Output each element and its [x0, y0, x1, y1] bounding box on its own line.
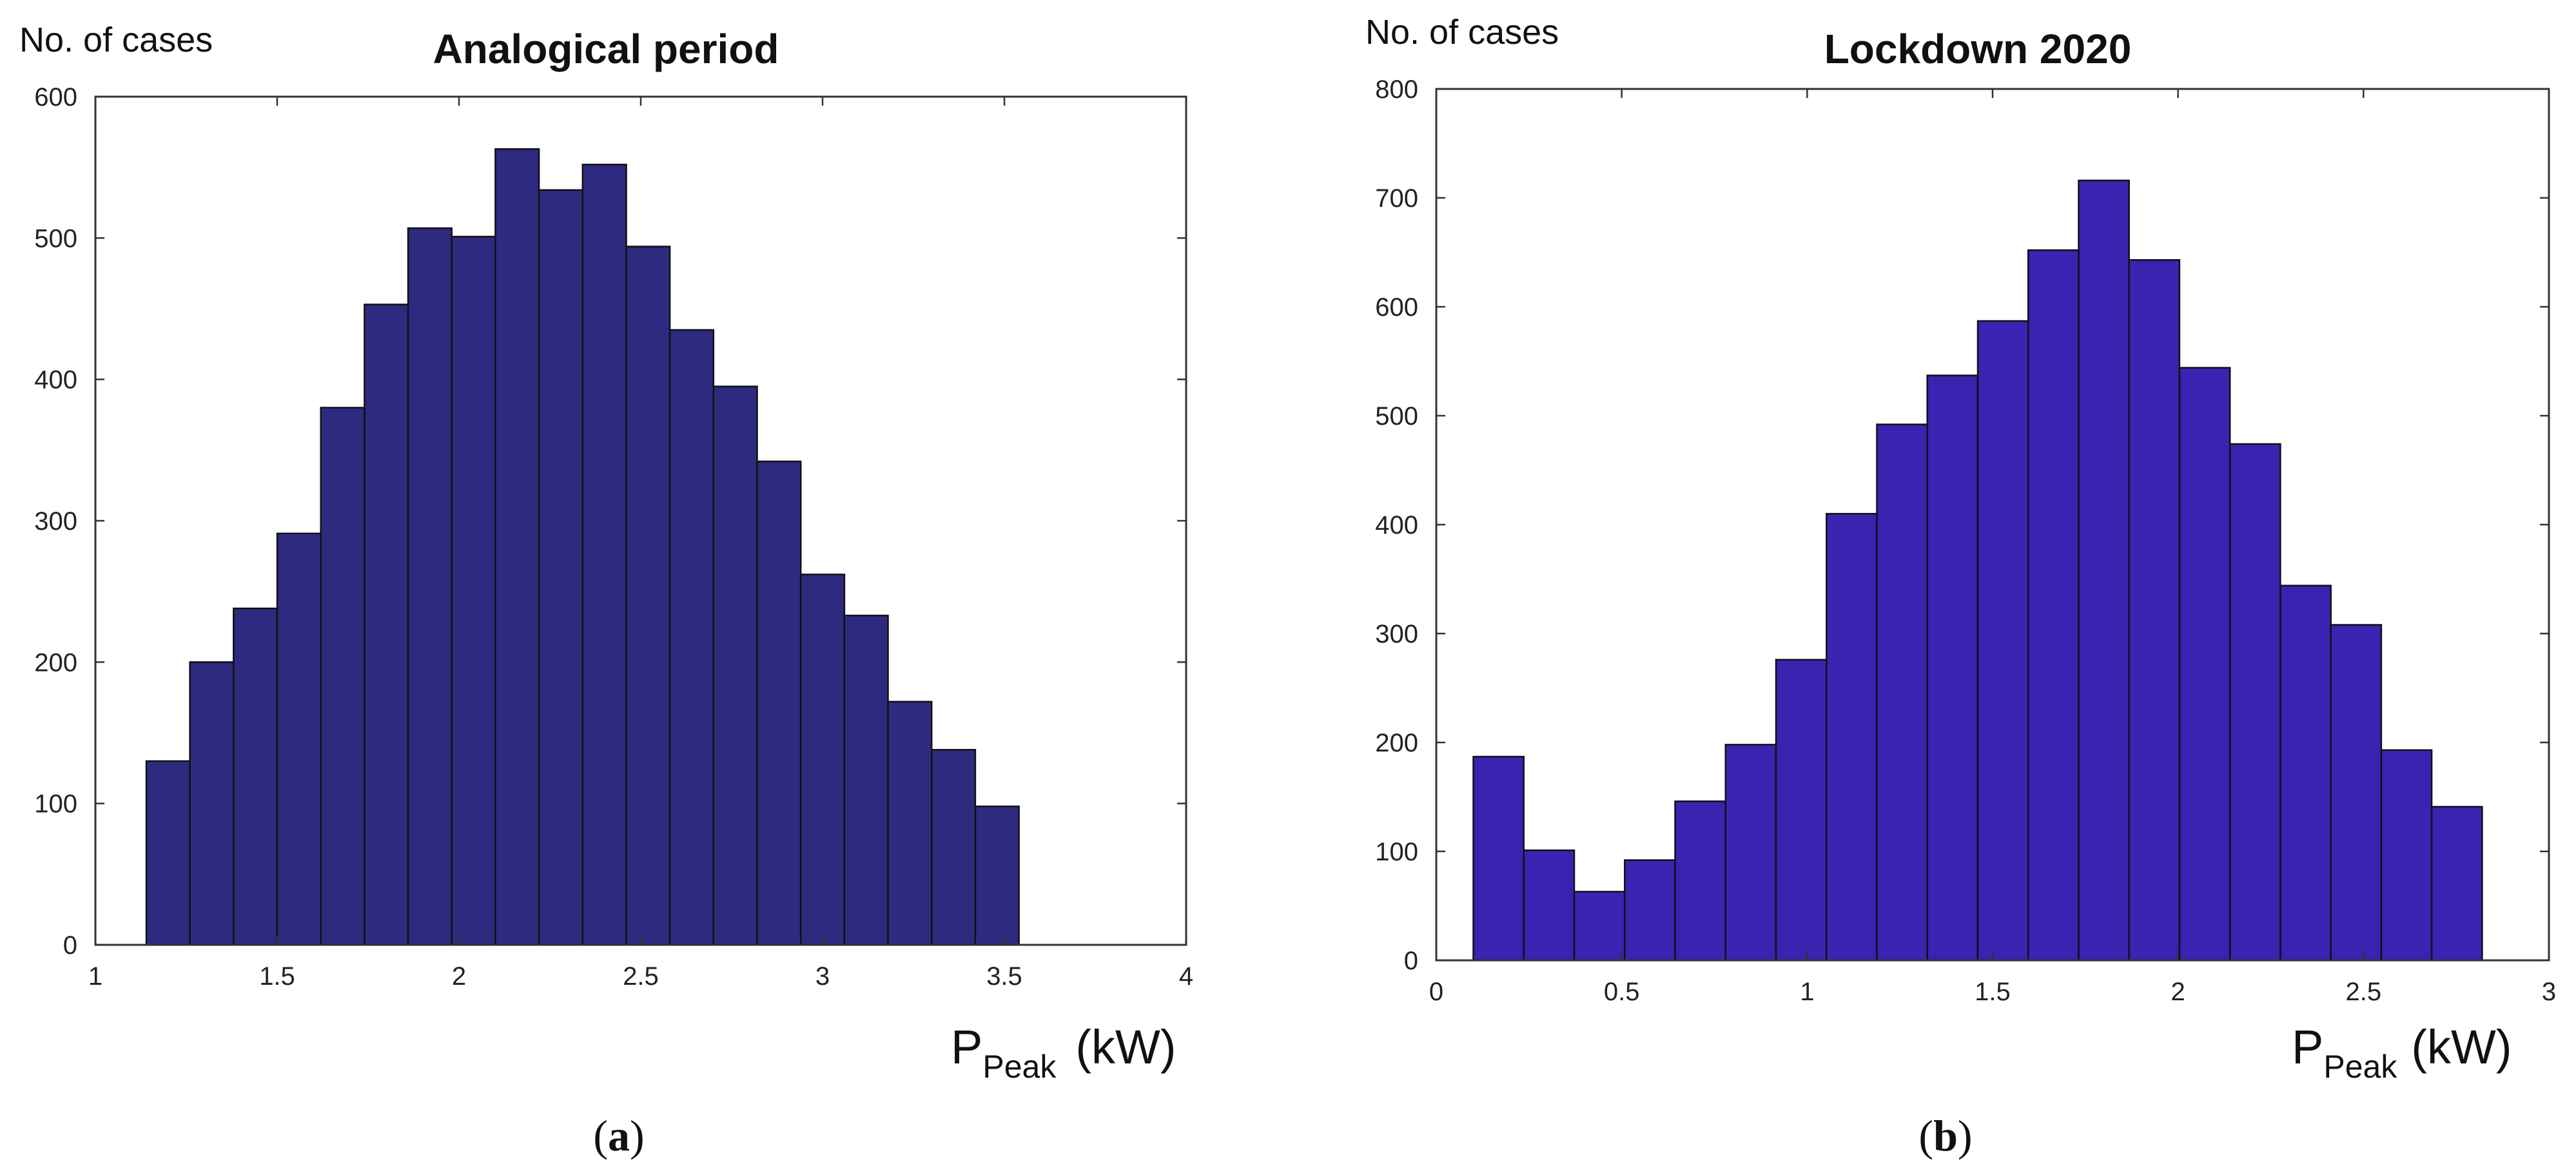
- panel-caption-a: (a): [593, 1111, 644, 1160]
- bars-group-a: [145, 148, 1020, 946]
- bar-a-20: [974, 805, 1020, 946]
- y-tick-label-a-6: 600: [34, 83, 77, 111]
- bar-a-8: [451, 235, 496, 946]
- y-tick-label-a-2: 200: [34, 648, 77, 677]
- bar-a-9: [494, 148, 540, 946]
- bar-b-16: [2229, 443, 2281, 962]
- x-tick-label-b-0: 0: [1429, 978, 1443, 1006]
- bar-b-8: [1826, 512, 1878, 962]
- bar-a-15: [756, 460, 802, 946]
- x-axis-label-sub-b: Peak: [2323, 1049, 2397, 1085]
- x-tick-label-a-1: 1.5: [259, 962, 295, 991]
- y-tick-label-b-4: 400: [1375, 511, 1418, 539]
- caption-letter-a: a: [608, 1111, 630, 1160]
- y-tick-label-a-4: 400: [34, 366, 77, 394]
- chart-title-b: Lockdown 2020: [1824, 26, 2132, 72]
- bar-a-19: [930, 749, 977, 946]
- x-tick-label-a-0: 1: [88, 962, 102, 991]
- bar-b-10: [1926, 374, 1979, 962]
- y-tick-label-a-5: 500: [34, 224, 77, 253]
- bar-a-7: [407, 227, 453, 946]
- x-axis-label-unit-b: (kW): [2411, 1020, 2512, 1074]
- bar-b-11: [1976, 320, 2029, 962]
- x-tick-label-a-6: 4: [1179, 962, 1193, 991]
- x-tick-label-a-5: 3.5: [986, 962, 1022, 991]
- x-axis-label-main-b: P: [2292, 1020, 2323, 1074]
- x-axis-label-a: PPeak (kW): [951, 1020, 1176, 1085]
- caption-letter-b: b: [1933, 1111, 1958, 1160]
- bar-a-4: [276, 532, 322, 946]
- y-tick-label-a-3: 300: [34, 507, 77, 536]
- bar-b-9: [1876, 423, 1928, 962]
- bar-a-5: [320, 407, 366, 946]
- bar-b-5: [1674, 800, 1726, 962]
- y-tick-label-b-6: 600: [1375, 293, 1418, 322]
- chart-title-a: Analogical period: [433, 26, 779, 72]
- panel-caption-b: (b): [1918, 1111, 1972, 1160]
- bar-a-2: [189, 661, 235, 946]
- x-tick-label-b-5: 2.5: [2346, 978, 2382, 1006]
- bar-a-6: [364, 304, 409, 946]
- bar-a-18: [887, 701, 933, 946]
- bar-a-10: [538, 189, 584, 946]
- y-tick-label-b-3: 300: [1375, 620, 1418, 648]
- x-tick-label-b-4: 2: [2171, 978, 2185, 1006]
- y-axis-label-a: No. of cases: [19, 21, 213, 59]
- x-axis-label-unit-a: (kW): [1075, 1020, 1176, 1074]
- x-tick-label-a-4: 3: [815, 962, 830, 991]
- y-tick-label-b-0: 0: [1404, 947, 1418, 975]
- bar-a-17: [843, 614, 889, 946]
- bars-group-b: [1472, 179, 2483, 962]
- y-tick-label-b-5: 500: [1375, 402, 1418, 431]
- x-tick-label-a-3: 2.5: [623, 962, 659, 991]
- bar-b-1: [1472, 755, 1525, 962]
- bar-b-2: [1523, 849, 1576, 962]
- bar-b-18: [2330, 624, 2383, 962]
- y-tick-label-b-8: 800: [1375, 75, 1418, 104]
- ticks-group-b: 0 0.5 1 1.5 2 2.5 3 0 100 200 300 400 500 600 700 800: [1375, 75, 2556, 1006]
- bar-a-3: [233, 607, 278, 946]
- x-tick-label-a-2: 2: [452, 962, 466, 991]
- x-tick-label-b-2: 1: [1800, 978, 1814, 1006]
- x-tick-label-b-6: 3: [2542, 978, 2556, 1006]
- bar-a-14: [712, 385, 758, 946]
- x-axis-label-sub-a: Peak: [982, 1049, 1057, 1085]
- y-tick-label-a-1: 100: [34, 790, 77, 819]
- x-tick-label-b-1: 0.5: [1604, 978, 1640, 1006]
- histogram-panel-a: No. of cases Analogical period 1 1.5 2 2.5 3…: [19, 21, 1193, 1160]
- bar-a-16: [799, 574, 846, 946]
- bar-a-1: [145, 760, 191, 946]
- bar-b-19: [2380, 749, 2433, 962]
- bar-b-4: [1624, 859, 1676, 962]
- bar-b-20: [2430, 806, 2483, 962]
- y-tick-label-b-1: 100: [1375, 838, 1418, 866]
- bar-a-11: [581, 164, 627, 946]
- bar-b-15: [2178, 367, 2231, 962]
- bar-b-14: [2128, 259, 2181, 962]
- x-tick-label-b-3: 1.5: [1975, 978, 2011, 1006]
- bar-b-3: [1573, 891, 1626, 962]
- bar-a-12: [625, 246, 671, 946]
- ticks-group-a: 1 1.5 2 2.5 3 3.5 4 0 100 200 300 400 500 600: [34, 83, 1193, 991]
- y-tick-label-a-0: 0: [63, 931, 77, 960]
- y-axis-label-b: No. of cases: [1365, 13, 1559, 52]
- x-axis-label-b: PPeak (kW): [2292, 1020, 2512, 1085]
- bar-b-12: [2027, 249, 2080, 962]
- bar-a-13: [668, 329, 715, 946]
- bar-b-7: [1775, 659, 1828, 962]
- y-tick-label-b-7: 700: [1375, 184, 1418, 213]
- bar-b-6: [1724, 744, 1777, 962]
- histogram-panel-b: No. of cases Lockdown 2020 0 0.5 1 1.5 2 2.5 3…: [1365, 13, 2556, 1160]
- bar-b-13: [2078, 179, 2130, 962]
- bar-b-17: [2279, 585, 2332, 962]
- x-axis-label-main-a: P: [951, 1020, 982, 1074]
- y-tick-label-b-2: 200: [1375, 729, 1418, 757]
